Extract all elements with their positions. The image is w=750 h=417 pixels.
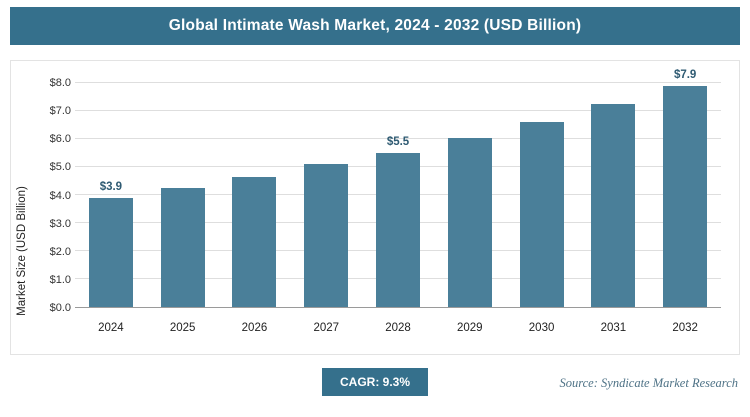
bar-slot — [290, 83, 362, 307]
bar-slot — [219, 83, 291, 307]
bar-slot — [506, 83, 578, 307]
gridline — [75, 82, 721, 83]
bar-slot: $3.9 — [75, 83, 147, 307]
bar-value-label: $3.9 — [99, 180, 123, 193]
y-tick-label: $6.0 — [49, 133, 71, 146]
bar-value-label: $7.9 — [673, 68, 697, 81]
bar-slot: $5.5 — [362, 83, 434, 307]
bar-2031 — [591, 104, 636, 307]
y-tick-label: $7.0 — [49, 105, 71, 118]
bar-slots: $3.9 $5.5 $7.9 — [75, 69, 721, 307]
bar-slot — [147, 83, 219, 307]
y-tick-label: $0.0 — [49, 302, 71, 314]
y-tick-label: $2.0 — [49, 245, 71, 258]
chart-title: Global Intimate Wash Market, 2024 - 2032… — [168, 17, 582, 34]
x-tick-label: 2032 — [672, 322, 698, 334]
gridline — [75, 138, 721, 139]
y-tick-label: $4.0 — [49, 189, 71, 202]
x-tick-label: 2029 — [457, 322, 483, 334]
chart-title-bar: Global Intimate Wash Market, 2024 - 2032… — [10, 7, 740, 45]
bar-slot — [434, 83, 506, 307]
bar-value-label: $5.5 — [386, 136, 410, 148]
bar-2024 — [88, 197, 133, 307]
x-tick-label: 2031 — [600, 322, 627, 334]
chart-panel: Market Size (USD Billion) $0.0 $1.0 $2.0 $3… — [10, 60, 740, 355]
bar-slot — [577, 83, 649, 307]
y-axis-labels: $0.0 $1.0 $2.0 $3.0 $4.0 $5.0 $6.0 $7.0 $8.0 — [29, 77, 71, 314]
x-tick-label: 2027 — [313, 322, 340, 334]
bar-2027 — [304, 164, 349, 307]
cagr-badge: CAGR: 9.3% — [321, 368, 429, 396]
bar-2028 — [376, 153, 421, 307]
x-tick-label: 2026 — [241, 322, 268, 334]
x-tick-label: 2024 — [98, 322, 124, 334]
x-tick-label: 2025 — [169, 322, 196, 334]
y-tick-label: $3.0 — [49, 217, 71, 230]
footer: CAGR: 9.3% Source: Syndicate Market Rese… — [10, 368, 740, 402]
bar-slot: $7.9 — [649, 69, 721, 307]
bar-2030 — [519, 122, 564, 307]
gridline — [75, 110, 721, 111]
bar-2026 — [232, 176, 277, 307]
plot-wrap: $0.0 $1.0 $2.0 $3.0 $4.0 $5.0 $6.0 $7.0 $8.0 $3.… — [50, 69, 721, 314]
plot-area: $3.9 $5.5 $7.9 — [75, 69, 721, 308]
bar-2029 — [447, 137, 492, 307]
x-tick-label: 2030 — [528, 322, 555, 334]
bar-2032 — [663, 85, 708, 307]
y-tick-label: $1.0 — [49, 273, 71, 286]
x-axis-labels: 2024 2025 2026 2027 2028 2029 2030 2031 2032 — [75, 316, 721, 336]
y-tick-label: $5.0 — [49, 161, 71, 174]
x-tick-label: 2028 — [385, 322, 411, 334]
source-attribution: Source: Syndicate Market Research — [559, 376, 738, 390]
bar-2025 — [160, 188, 205, 307]
y-tick-label: $8.0 — [49, 77, 71, 89]
y-axis-title-text: Market Size (USD Billion) — [16, 186, 29, 316]
